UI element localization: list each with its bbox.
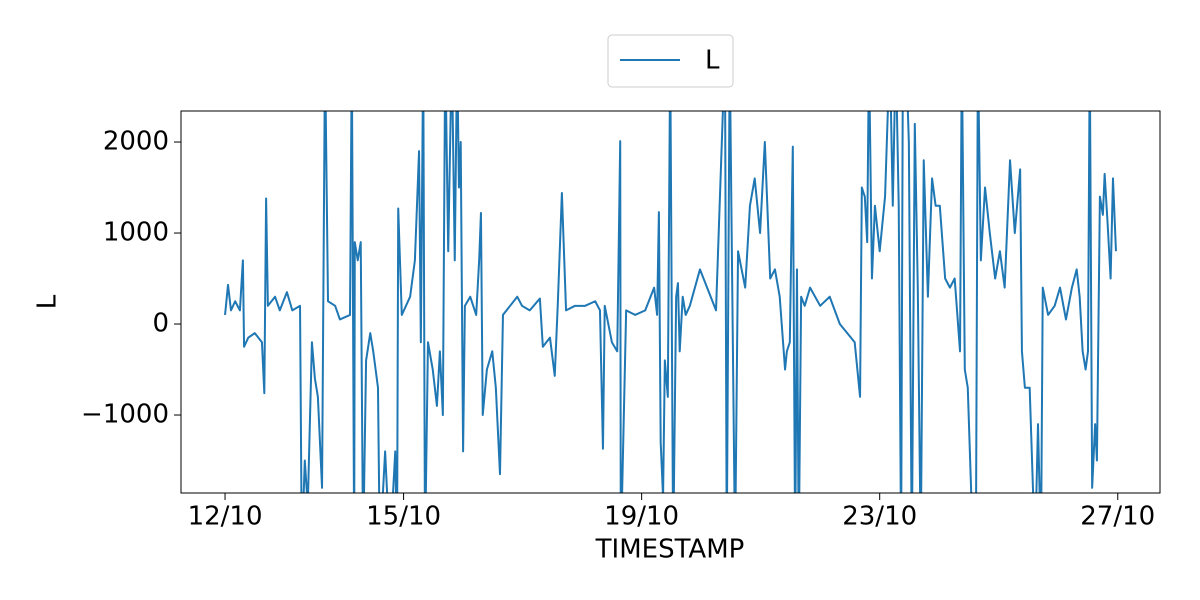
x-tick-label: 12/10 [188,502,263,532]
plot-area [224,111,1117,493]
y-tick-label: 1000 [103,218,169,248]
series-line [224,111,1117,493]
y-tick-label: 2000 [103,127,169,157]
x-tick-label: 19/10 [604,502,679,532]
x-tick-label: 15/10 [366,502,441,532]
y-axis-label: L [33,294,63,309]
plot-frame [180,110,1161,494]
legend-label: L [705,46,720,76]
y-tick-label: −1000 [81,400,169,430]
x-axis-label: TIMESTAMP [595,535,745,565]
x-tick-label: 27/10 [1080,502,1155,532]
x-tick-label: 23/10 [842,502,917,532]
legend: L [607,34,734,88]
y-tick-label: 0 [152,309,169,339]
